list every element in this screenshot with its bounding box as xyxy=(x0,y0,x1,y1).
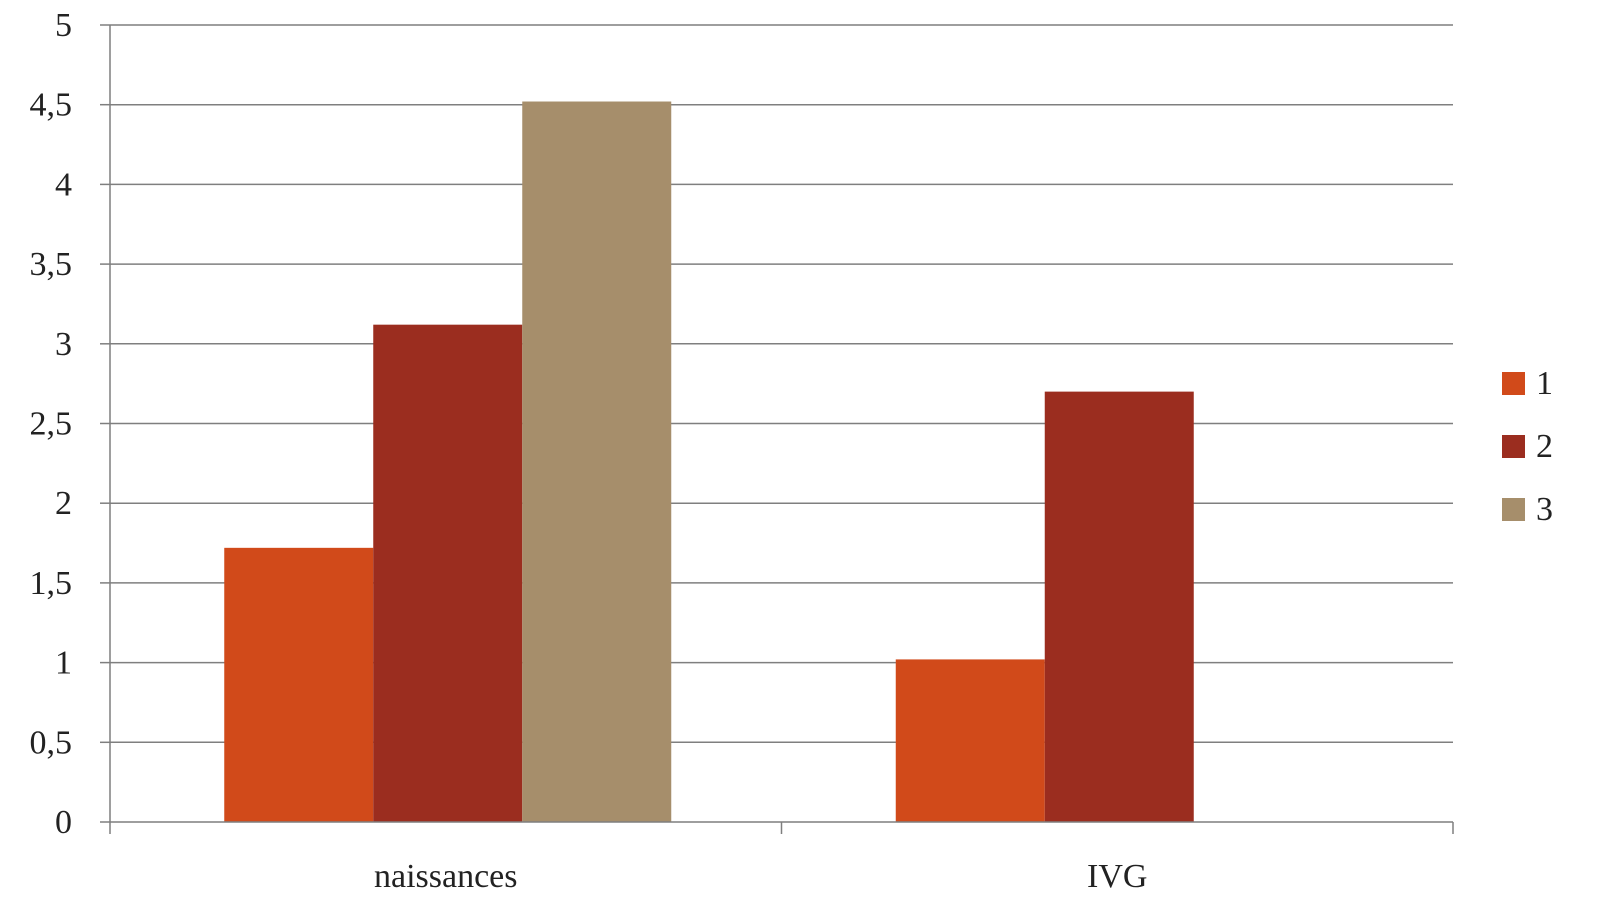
y-tick-label: 5 xyxy=(55,7,72,44)
legend: 1 2 3 xyxy=(1502,365,1553,528)
x-category-label: naissances xyxy=(374,858,518,895)
x-category-labels: naissances IVG xyxy=(374,858,1147,895)
legend-swatch-1 xyxy=(1502,372,1525,395)
y-tick-label: 2 xyxy=(55,485,72,522)
y-tick-label: 0,5 xyxy=(30,724,73,761)
y-tick-label: 3 xyxy=(55,326,72,363)
y-tick-label: 3,5 xyxy=(30,246,73,283)
axes xyxy=(100,24,1454,834)
bar-naissances-series-2 xyxy=(373,324,523,822)
legend-label-2: 2 xyxy=(1536,428,1553,465)
y-tick-label: 1 xyxy=(55,645,72,682)
y-tick-label: 1,5 xyxy=(30,565,73,602)
y-tick-label: 4 xyxy=(55,166,72,203)
legend-swatch-3 xyxy=(1502,498,1525,521)
y-tick-label: 2,5 xyxy=(30,406,73,443)
y-tick-labels: 0 0,5 1 1,5 2 2,5 3 3,5 4 4,5 5 xyxy=(30,7,73,841)
x-category-label: IVG xyxy=(1087,858,1147,895)
legend-label-3: 3 xyxy=(1536,491,1553,528)
y-tick-label: 0 xyxy=(55,804,72,841)
bar-naissances-series-1 xyxy=(224,547,374,822)
legend-swatch-2 xyxy=(1502,435,1525,458)
legend-label-1: 1 xyxy=(1536,365,1553,402)
bar-ivg-series-1 xyxy=(895,659,1045,822)
bar-ivg-series-2 xyxy=(1044,391,1194,822)
bar-naissances-series-3 xyxy=(522,101,672,822)
bars xyxy=(224,101,1194,822)
y-tick-label: 4,5 xyxy=(30,87,73,124)
